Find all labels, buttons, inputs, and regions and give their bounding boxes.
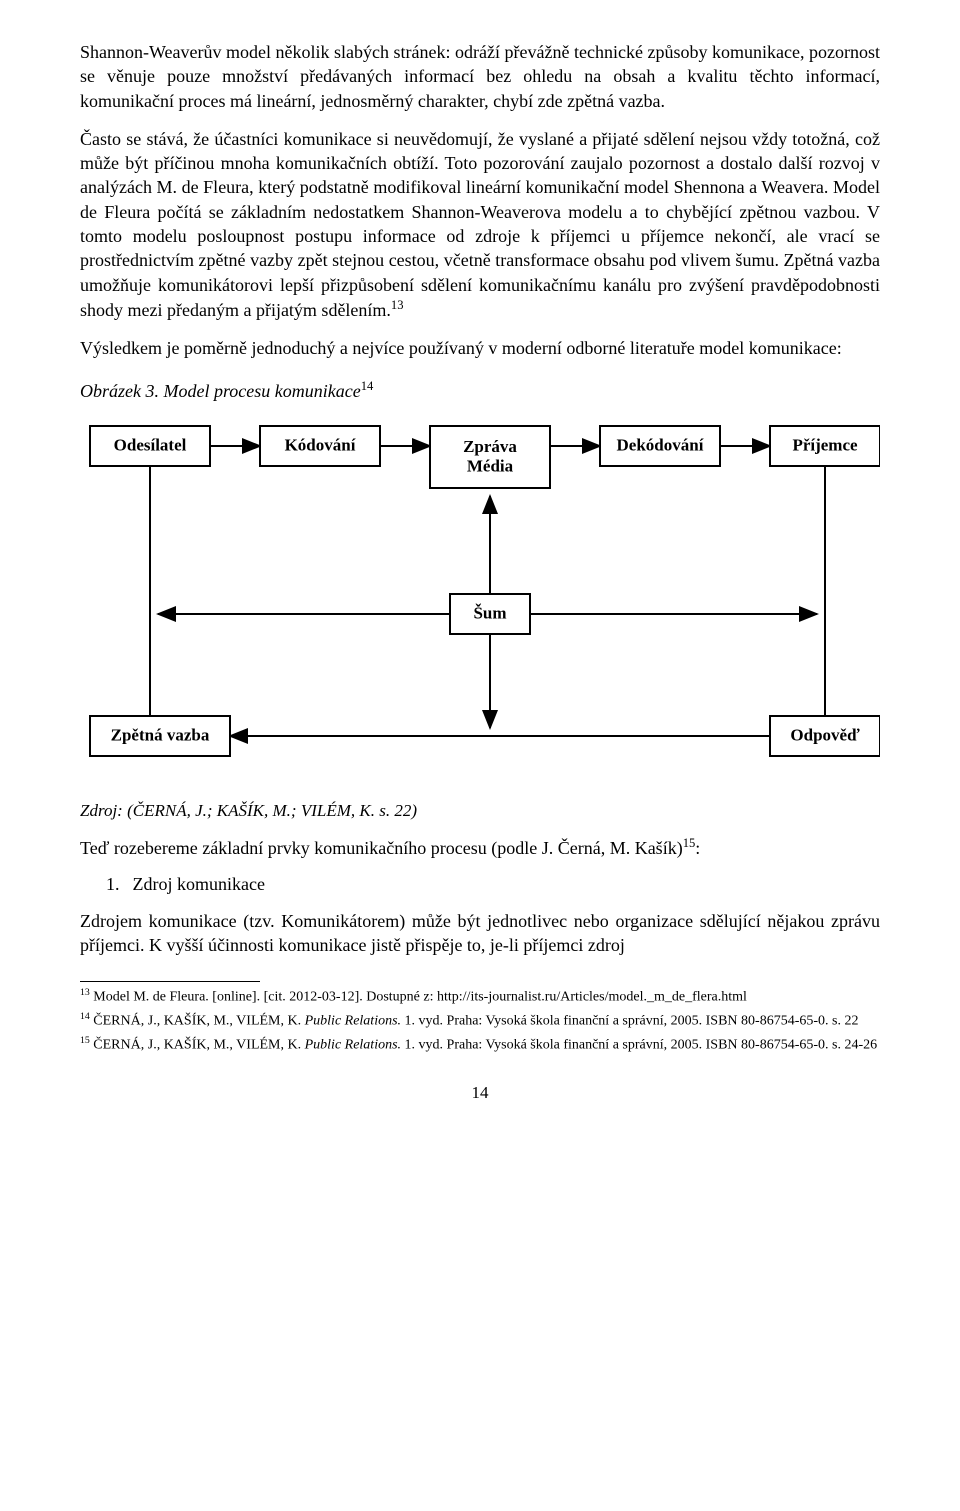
ordered-list-item-1: 1. Zdroj komunikace bbox=[80, 874, 880, 895]
footnote-15-italic: Public Relations. bbox=[305, 1037, 401, 1052]
paragraph-4: Teď rozebereme základní prvky komunikačn… bbox=[80, 835, 880, 860]
footnote-14-num: 14 bbox=[80, 1011, 90, 1022]
page: Shannon-Weaverův model několik slabých s… bbox=[0, 0, 960, 1143]
page-number: 14 bbox=[80, 1083, 880, 1103]
list-number: 1. bbox=[106, 874, 128, 895]
diagram-node-label: Zpráva bbox=[463, 436, 517, 455]
source-citation: ČERNÁ, J.; KAŠÍK, M.; VILÉM, K. s. 22 bbox=[133, 801, 412, 820]
diagram-node-label: Odpověď bbox=[790, 725, 860, 744]
footnote-14-italic: Public Relations. bbox=[305, 1014, 401, 1029]
footnote-ref-15: 15 bbox=[683, 836, 696, 850]
footnote-13: 13 Model M. de Fleura. [online]. [cit. 2… bbox=[80, 986, 880, 1008]
figure-source: Zdroj: (ČERNÁ, J.; KAŠÍK, M.; VILÉM, K. … bbox=[80, 801, 880, 821]
footnote-15-num: 15 bbox=[80, 1035, 90, 1046]
paragraph-4-text: Teď rozebereme základní prvky komunikačn… bbox=[80, 838, 683, 858]
footnote-15-text-b: 1. vyd. Praha: Vysoká škola finanční a s… bbox=[401, 1037, 877, 1052]
paragraph-5: Zdrojem komunikace (tzv. Komunikátorem) … bbox=[80, 909, 880, 958]
paragraph-1: Shannon-Weaverův model několik slabých s… bbox=[80, 40, 880, 113]
footnote-14-text-a: ČERNÁ, J., KAŠÍK, M., VILÉM, K. bbox=[90, 1014, 305, 1029]
diagram-node-label: Příjemce bbox=[792, 435, 858, 454]
figure-title-text: Obrázek 3. Model procesu komunikace bbox=[80, 381, 361, 401]
diagram-svg: Odesílatel Kódování ZprávaMédia Dekódování P… bbox=[80, 416, 880, 776]
source-suffix: ) bbox=[411, 801, 417, 820]
footnote-15: 15 ČERNÁ, J., KAŠÍK, M., VILÉM, K. Publi… bbox=[80, 1034, 880, 1056]
diagram-node-label: Šum bbox=[473, 603, 506, 622]
figure-title: Obrázek 3. Model procesu komunikace14 bbox=[80, 379, 880, 402]
paragraph-2-text: Často se stává, že účastníci komunikace … bbox=[80, 129, 880, 320]
paragraph-4-colon: : bbox=[695, 838, 700, 858]
footnote-14: 14 ČERNÁ, J., KAŠÍK, M., VILÉM, K. Publi… bbox=[80, 1010, 880, 1032]
footnote-14-text-b: 1. vyd. Praha: Vysoká škola finanční a s… bbox=[401, 1014, 858, 1029]
footnote-13-text: Model M. de Fleura. [online]. [cit. 2012… bbox=[90, 990, 747, 1005]
footnote-ref-13: 13 bbox=[391, 298, 404, 312]
diagram-node-label: Média bbox=[467, 456, 514, 475]
communication-model-diagram: Odesílatel Kódování ZprávaMédia Dekódování P… bbox=[80, 416, 880, 781]
diagram-node-label: Dekódování bbox=[617, 435, 704, 454]
list-text: Zdroj komunikace bbox=[133, 874, 265, 894]
diagram-node-label: Zpětná vazba bbox=[111, 725, 210, 744]
paragraph-2: Často se stává, že účastníci komunikace … bbox=[80, 127, 880, 322]
paragraph-3: Výsledkem je poměrně jednoduchý a nejvíc… bbox=[80, 336, 880, 360]
footnote-ref-14: 14 bbox=[361, 379, 374, 393]
diagram-node-label: Odesílatel bbox=[114, 435, 187, 454]
footnote-15-text-a: ČERNÁ, J., KAŠÍK, M., VILÉM, K. bbox=[90, 1037, 305, 1052]
source-prefix: Zdroj: ( bbox=[80, 801, 133, 820]
diagram-node-label: Kódování bbox=[285, 435, 356, 454]
footnote-13-num: 13 bbox=[80, 987, 90, 998]
footnote-separator bbox=[80, 981, 260, 982]
